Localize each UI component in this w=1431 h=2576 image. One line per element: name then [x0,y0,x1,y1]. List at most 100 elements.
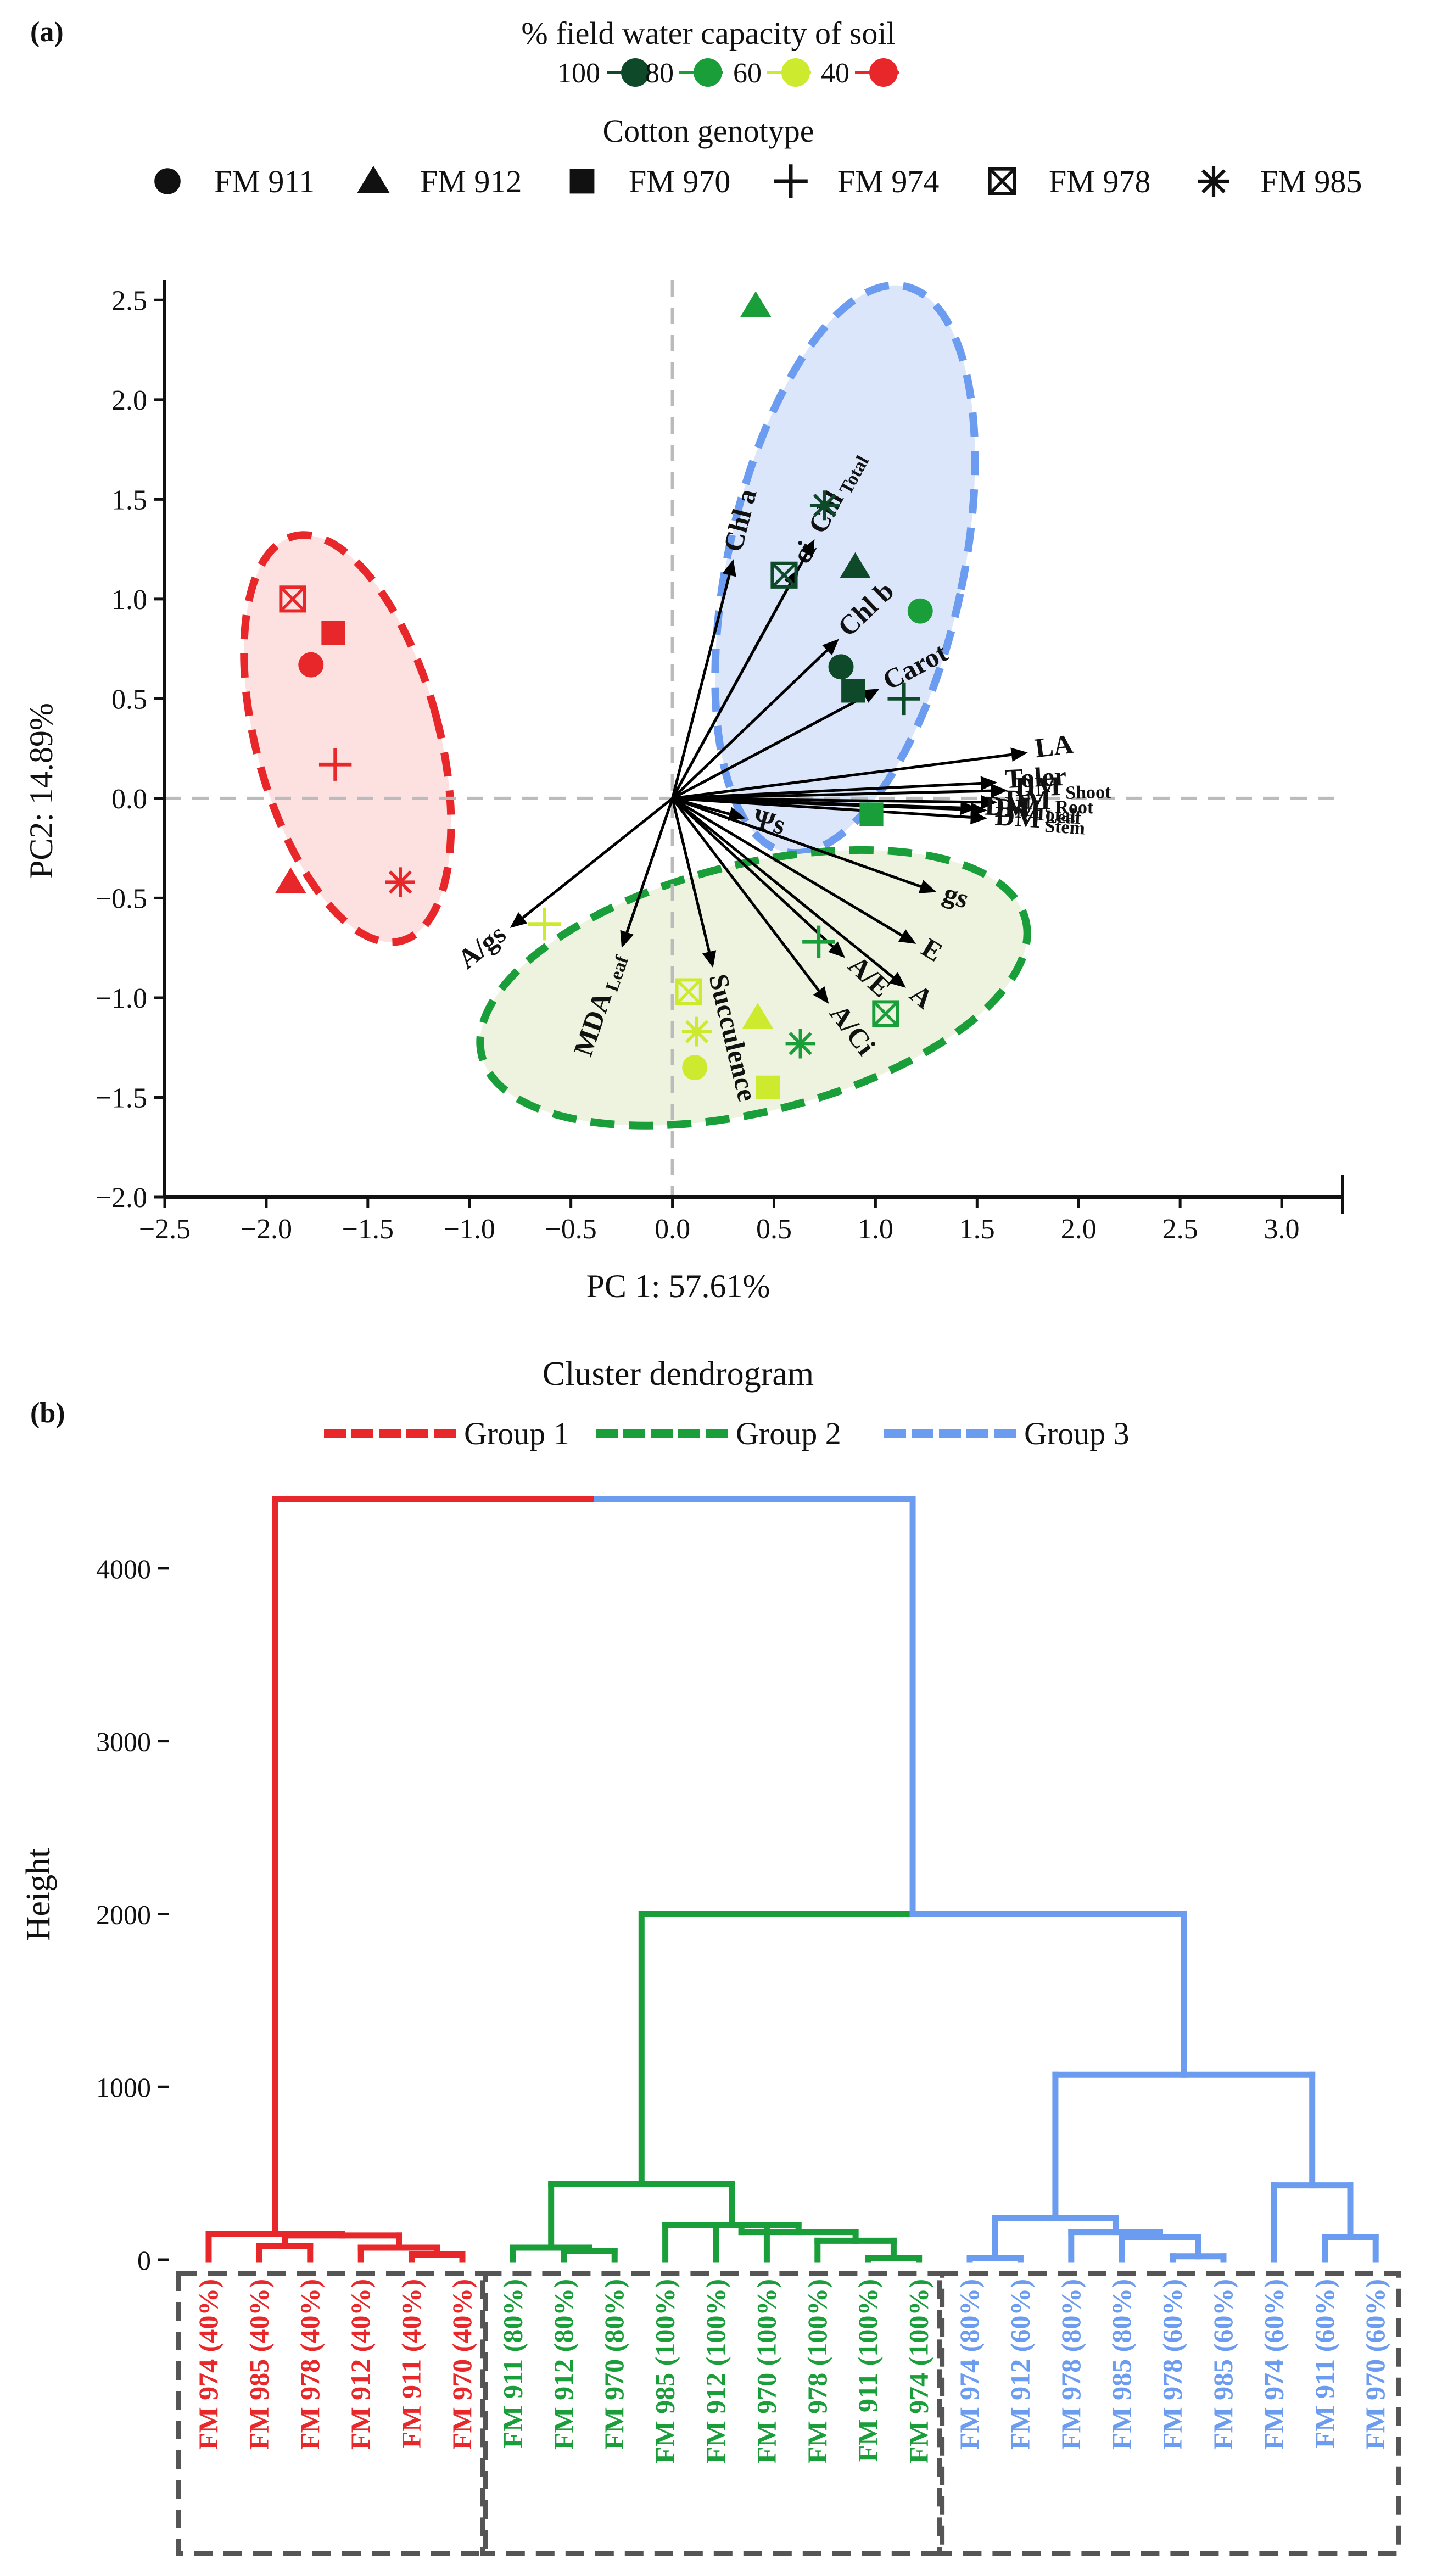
fwc-level-label: 100 [557,58,600,89]
genotype-label: FM 974 [837,164,939,199]
marker-box [872,1000,899,1027]
fwc-level-label: 40 [821,58,849,89]
loading-arrowhead [960,801,977,815]
leaf-label: FM 985 (60%) [1208,2279,1238,2450]
dendro-y-tick-label: 4000 [96,1554,151,1584]
loading-arrowhead [898,929,916,944]
dendro-y-tick-label: 2000 [96,1899,151,1930]
genotype-triangle-icon [357,166,390,193]
y-tick-label: 2.5 [111,285,147,316]
leaf-label: FM 974 (100%) [903,2279,934,2463]
loading-arrow [522,797,674,919]
group-box-group-2 [480,2271,945,2556]
marker-circle [682,1055,708,1080]
loading-arrow [671,797,820,992]
fwc-level-swatch [869,58,898,87]
pca-point [528,907,561,941]
leaf-label: FM 912 (40%) [345,2279,376,2450]
marker-box [675,978,702,1005]
pca-point [907,598,933,624]
leaf-label: FM 978 (100%) [802,2279,832,2463]
marker-triangle [740,291,772,317]
pca-point [742,1003,774,1029]
loading-label: DM Shoot [1015,769,1111,804]
ellipse-group-2 [476,846,1031,1130]
genotype-label: FM 978 [1049,164,1150,199]
x-tick-label: −0.5 [545,1214,596,1245]
loading-arrowhead [862,689,880,703]
genotype-square-icon [569,169,595,194]
leaf-label: FM 970 (40%) [446,2279,477,2450]
loading-label: DM Total [984,790,1076,826]
loading-label: LA [1033,728,1075,763]
panel-b-label: (b) [30,1398,65,1429]
loading-label: DM Root [1005,784,1094,818]
pca-x-axis-label: PC 1: 57.61% [586,1268,770,1304]
pca-point [809,490,840,521]
marker-box-x2 [675,979,702,1005]
leaf-label: FM 912 (100%) [700,2279,731,2463]
genotype-label: FM 912 [420,164,522,199]
pca-biplot: −2.5 −2.0 −1.5 −1.0 −0.5 0.0 0.5 1.0 1.5 2.0 2.5 3.… [96,280,1344,1245]
y-tick-label: 0.5 [111,684,147,715]
loading-arrowhead [822,639,839,656]
leaf-label: FM 911 (60%) [1309,2279,1340,2448]
loading-label: DM Stem [994,801,1086,839]
pca-point [298,652,324,678]
pca-point [840,552,871,579]
loading-arrow [625,798,674,933]
loading-arrowhead [800,539,815,557]
loading-arrowhead [620,930,634,948]
genotype-label: FM 985 [1260,164,1362,199]
x-tick-label: 2.0 [1061,1214,1097,1245]
y-tick-label: 0.0 [111,784,147,815]
loading-arrow [671,649,828,800]
marker-square [756,1075,780,1099]
x-tick-label: −2.5 [139,1214,191,1245]
ellipse-group-1 [240,531,455,946]
marker-circle [298,652,324,678]
genotype-asterisk-icon [1198,166,1229,197]
loading-arrowhead [722,559,736,577]
pca-point [681,1016,712,1047]
group-legend-label: Group 1 [464,1416,569,1451]
pca-point [841,679,865,703]
leaf-label: FM 978 (60%) [1157,2279,1188,2450]
marker-circle [907,598,933,624]
pca-point [785,1029,815,1059]
dendrogram-y-axis-label: Height [20,1848,57,1941]
x-tick-label: 0.0 [655,1214,690,1245]
loading-label: Toler [1004,761,1067,794]
x-tick-label: 2.5 [1162,1214,1198,1245]
loading-arrowhead [813,986,829,1004]
loading-arrow [672,797,961,809]
marker-box [279,585,306,613]
loading-arrow [672,797,921,888]
fwc-level-swatch [781,58,810,87]
pca-point [802,925,835,959]
dendro-y-tick-label: 1000 [96,2072,151,2103]
pca-point [318,748,352,781]
loading-arrowhead [510,912,528,928]
group-legend: Group 1 Group 2 Group 3 [324,1416,1130,1451]
group-box-group-1 [176,2271,488,2556]
genotype-legend-title: Cotton genotype [602,113,814,149]
group-box-group-3 [937,2271,1401,2556]
leaf-label: FM 978 (40%) [294,2279,325,2450]
marker-triangle [357,166,390,193]
pca-point [675,978,702,1005]
loading-arrowhead [980,776,998,791]
genotype-boxx-icon [988,167,1016,195]
leaf-label: FM 974 (60%) [1258,2279,1289,2450]
marker-triangle [275,867,306,893]
loading-label: A/gs [452,918,512,975]
pca-point [682,1055,708,1080]
x-tick-label: 0.5 [756,1214,792,1245]
dendro-y-tick-label: 0 [137,2245,151,2276]
loading-arrowhead [1010,747,1028,762]
pca-point [828,654,854,680]
y-tick-label: 2.0 [111,385,147,416]
genotype-label: FM 911 [214,164,315,199]
pca-point [279,585,306,613]
